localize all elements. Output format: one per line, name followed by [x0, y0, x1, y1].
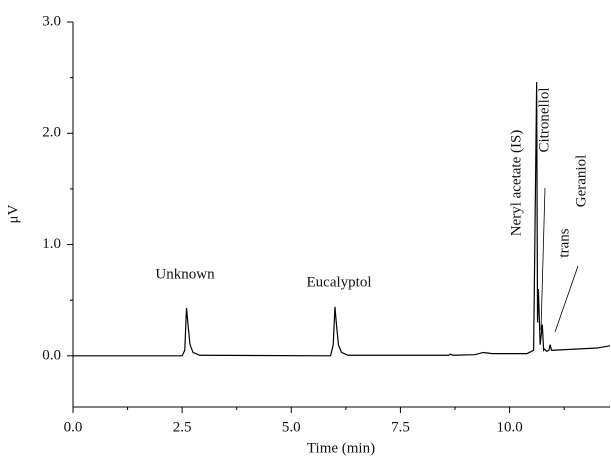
- x-tick-label: 10.0: [496, 419, 522, 435]
- leader-line: [540, 187, 546, 331]
- y-tick-label: 3.0: [42, 13, 61, 29]
- y-tick-label: 1.0: [42, 236, 61, 252]
- chromatogram-line: [73, 82, 611, 357]
- y-axis-label: μV: [5, 204, 21, 223]
- peak-annotation: Eucalyptol: [307, 274, 372, 290]
- x-tick-label: 7.5: [391, 419, 410, 435]
- peak-annotation: Citronellol: [536, 88, 552, 153]
- peak-annotation: Unknown: [155, 266, 215, 282]
- x-tick-label: 2.5: [173, 419, 192, 435]
- y-tick-label: 0.0: [42, 347, 61, 363]
- leader-line: [554, 265, 579, 333]
- peak-annotation: Neryl acetate (IS): [508, 130, 524, 237]
- x-tick-label: 0.0: [64, 419, 83, 435]
- x-tick-label: 5.0: [282, 419, 301, 435]
- y-tick-label: 2.0: [42, 125, 61, 141]
- peak-annotation: Geraniol: [573, 155, 589, 207]
- x-axis-label: Time (min): [307, 440, 375, 456]
- peak-annotation: trans: [556, 228, 572, 257]
